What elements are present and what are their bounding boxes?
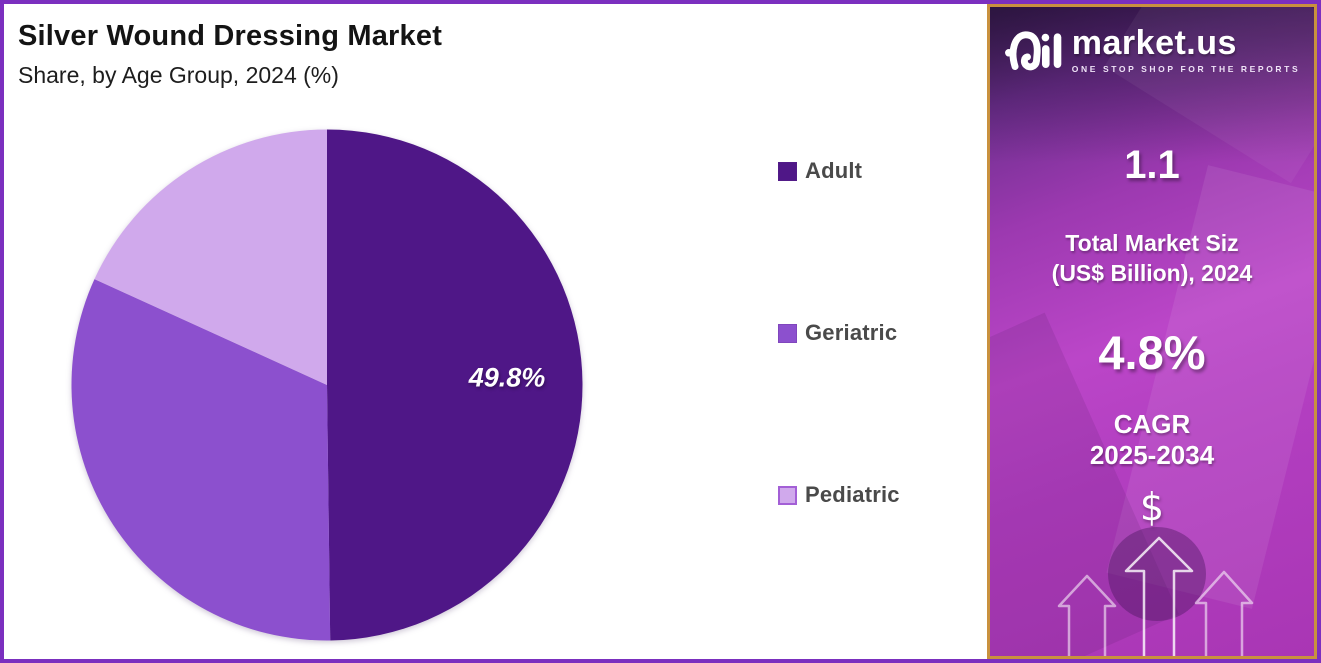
cagr-label-line1: CAGR [1113, 409, 1191, 439]
legend-label-pediatric: Pediatric [805, 482, 900, 507]
legend-item-pediatric: Pediatric [778, 482, 900, 508]
brand-tagline: ONE STOP SHOP FOR THE REPORTS [1071, 63, 1301, 74]
brand-text: market.us ONE STOP SHOP FOR THE REPORTS [1071, 24, 1301, 74]
pie-slice-data-label: 49.8% [468, 362, 546, 393]
brand-logo: market.us ONE STOP SHOP FOR THE REPORTS [990, 19, 1314, 81]
growth-arrows-icon [1057, 536, 1254, 656]
dollar-icon: $ [1139, 485, 1165, 529]
pie-slice-pediatric [94, 129, 327, 385]
chart-legend: Adult Geriatric Pediatric [778, 158, 900, 508]
cagr-label: CAGR 2025-2034 [990, 409, 1314, 470]
growth-arrow-middle-icon [1124, 536, 1194, 656]
pie-chart-area: 49.8% [70, 128, 584, 642]
pie-slice-adult [327, 129, 583, 641]
market-size-label-line2: (US$ Billion), 2024 [1051, 259, 1253, 286]
market-size-label-line1: Total Market Siz [1065, 230, 1239, 256]
page-title: Silver Wound Dressing Market [18, 20, 443, 52]
market-us-logo-icon [1004, 31, 1062, 71]
pie-chart-svg [71, 129, 583, 641]
legend-label-geriatric: Geriatric [805, 320, 898, 345]
adult-swatch-icon [778, 161, 797, 181]
legend-item-adult: Adult [778, 158, 900, 184]
growth-arrow-right-icon [1194, 570, 1254, 656]
brand-sidebar: market.us ONE STOP SHOP FOR THE REPORTS … [987, 4, 1317, 659]
legend-label-adult: Adult [805, 158, 863, 183]
legend-item-geriatric: Geriatric [778, 320, 900, 346]
brand-name: market.us [1071, 24, 1237, 63]
cagr-label-line2: 2025-2034 [1089, 439, 1215, 470]
growth-arrow-left-icon [1057, 574, 1117, 656]
background-circle [1108, 527, 1206, 621]
pediatric-swatch-icon [778, 485, 797, 505]
market-size-value: 1.1 [1124, 143, 1180, 187]
pie-slice-geriatric [71, 279, 331, 641]
geriatric-swatch-icon [778, 323, 797, 343]
cagr-value: 4.8% [1098, 326, 1206, 379]
page-subtitle: Share, by Age Group, 2024 (%) [18, 62, 339, 88]
market-size-label: Total Market Siz (US$ Billion), 2024 [990, 229, 1314, 289]
chart-panel: Silver Wound Dressing Market Share, by A… [4, 4, 1317, 659]
